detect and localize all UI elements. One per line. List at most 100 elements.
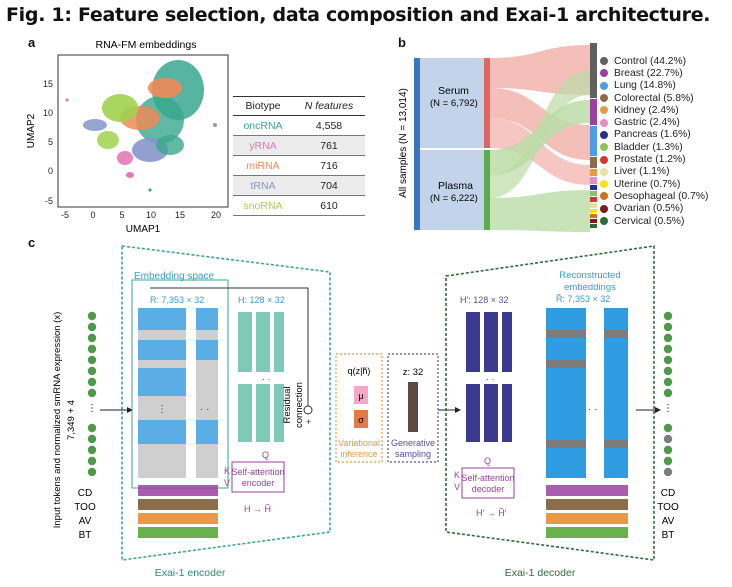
row-label: TOO [74, 502, 96, 513]
embedding-space-label: Embedding space [134, 271, 214, 282]
legend-item: Ovarian (0.5%) [600, 203, 708, 215]
q-label-dec: Q [484, 456, 491, 466]
n-cell: 4,558 [293, 115, 365, 136]
hprime-matrix: · · [466, 312, 512, 442]
decoder-token-rows [546, 485, 628, 538]
mu-label: μ [358, 391, 363, 401]
architecture-panel: Input tokens and normalized smRNA expres… [52, 245, 679, 579]
legend-item: Oesophageal (0.7%) [600, 190, 708, 202]
y-tick: 10 [43, 108, 53, 118]
plasma-count: (N = 6,222) [430, 193, 478, 204]
biotype-header: Biotype [233, 96, 294, 116]
encoder-token-rows [138, 485, 218, 538]
legend-label: Breast (22.7%) [614, 67, 683, 79]
legend-swatch [600, 130, 608, 139]
self-attention-encoder-box [231, 461, 285, 493]
table-row: tRNA 704 [233, 175, 365, 196]
legend-label: Cervical (0.5%) [614, 215, 685, 227]
n-features-header: N features [293, 96, 365, 116]
table-row: miRNA 716 [233, 155, 365, 176]
x-tick: 10 [146, 210, 156, 220]
input-vector: ⋮ [87, 311, 97, 477]
row-label: BT [662, 530, 675, 541]
row-label: TOO [657, 502, 679, 513]
svg-text:· ·: · · [262, 374, 271, 384]
n-cell: 761 [293, 135, 365, 156]
legend-item: Pancreas (1.6%) [600, 129, 708, 141]
input-label: Input tokens and normalized smRNA expres… [52, 312, 63, 529]
row-label: CD [661, 488, 675, 499]
residual-line [150, 287, 309, 410]
cluster-oncrna-3 [156, 135, 184, 155]
legend-swatch [600, 94, 608, 103]
input-row-labels: CD TOO AV BT [74, 488, 96, 541]
legend-label: Pancreas (1.6%) [614, 129, 691, 141]
z-dim: z: 32 [403, 367, 424, 378]
row-label: AV [79, 516, 92, 527]
decoder-word: decoder [472, 484, 505, 494]
category-stack [590, 43, 597, 228]
legend-label: Oesophageal (0.7%) [614, 190, 709, 202]
legend-label: Kidney (2.4%) [614, 104, 679, 116]
table-row: snoRNA 610 [233, 195, 365, 216]
biotype-cell: snoRNA [233, 195, 294, 216]
panel-b-letter: b [398, 35, 406, 50]
legend-item: Control (44.2%) [600, 55, 708, 67]
biotype-cell: yRNA [233, 135, 294, 156]
v-label-enc: V [224, 478, 230, 488]
mu-node [354, 386, 368, 404]
rtilde-dim: R̃: 7,353 × 32 [556, 294, 610, 304]
flow-all-serum [420, 58, 484, 148]
flow-all-plasma [420, 150, 484, 230]
biotype-cell: miRNA [233, 155, 294, 176]
y-tick: -5 [45, 196, 53, 206]
figure-title: Fig. 1: Feature selection, data composit… [6, 4, 711, 26]
variational-label: Variational [338, 438, 380, 448]
umap-axes-frame [57, 54, 229, 208]
x-tick: 5 [119, 210, 124, 220]
serum-count: (N = 6,792) [430, 98, 478, 109]
k-label-enc: K [224, 466, 230, 476]
legend-swatch [600, 81, 608, 90]
residual-add-node [303, 405, 313, 415]
legend-label: Ovarian (0.5%) [614, 203, 684, 215]
sampling-label: sampling [395, 449, 431, 459]
legend-item: Lung (14.8%) [600, 80, 708, 92]
hprime-map-label: H′ → H̃′ [476, 508, 507, 518]
legend-swatch [600, 155, 608, 164]
legend-label: Bladder (1.3%) [614, 141, 683, 153]
svg-text:· ·: · · [588, 404, 597, 415]
cluster-snorna-2 [97, 131, 119, 149]
flow-plasma-other [490, 190, 590, 232]
umap-ylabel: UMAP2 [26, 113, 37, 148]
inference-label: inference [340, 449, 377, 459]
outlier-point [213, 123, 217, 127]
legend-swatch [600, 192, 608, 201]
embeddings-label: embeddings [564, 282, 616, 293]
legend-label: Lung (14.8%) [614, 80, 676, 92]
cluster-trna-2 [83, 119, 107, 131]
legend-item: Gastric (2.4%) [600, 116, 708, 128]
table-row: yRNA 761 [233, 135, 365, 156]
plasma-label: Plasma [438, 180, 473, 192]
umap-xticks: -5 0 5 10 15 20 [61, 210, 221, 220]
hprime-dim: H′: 128 × 32 [460, 295, 508, 305]
cluster-yrna-2 [126, 172, 134, 178]
r-dim: R: 7,353 × 32 [150, 295, 204, 305]
legend-item: Prostate (1.2%) [600, 153, 708, 165]
outlier-point [148, 188, 152, 192]
decoder-label: Exai-1 decoder [505, 567, 576, 579]
self-attention-label: Self-attention [231, 467, 284, 477]
output-row-labels: CD TOO AV BT [657, 488, 679, 541]
umap-panel: RNA-FM embeddings -5 0 5 10 15 20 [26, 39, 229, 235]
legend-item: Kidney (2.4%) [600, 104, 708, 116]
connection-label: connection [294, 382, 305, 428]
n-cell: 704 [293, 175, 365, 196]
umap-xlabel: UMAP1 [126, 224, 161, 235]
k-label-dec: K [454, 470, 460, 480]
residual-label: Residual [282, 387, 293, 424]
sigma-node [354, 410, 368, 428]
svg-text:⋮: ⋮ [87, 403, 97, 414]
z-vector [408, 382, 418, 432]
